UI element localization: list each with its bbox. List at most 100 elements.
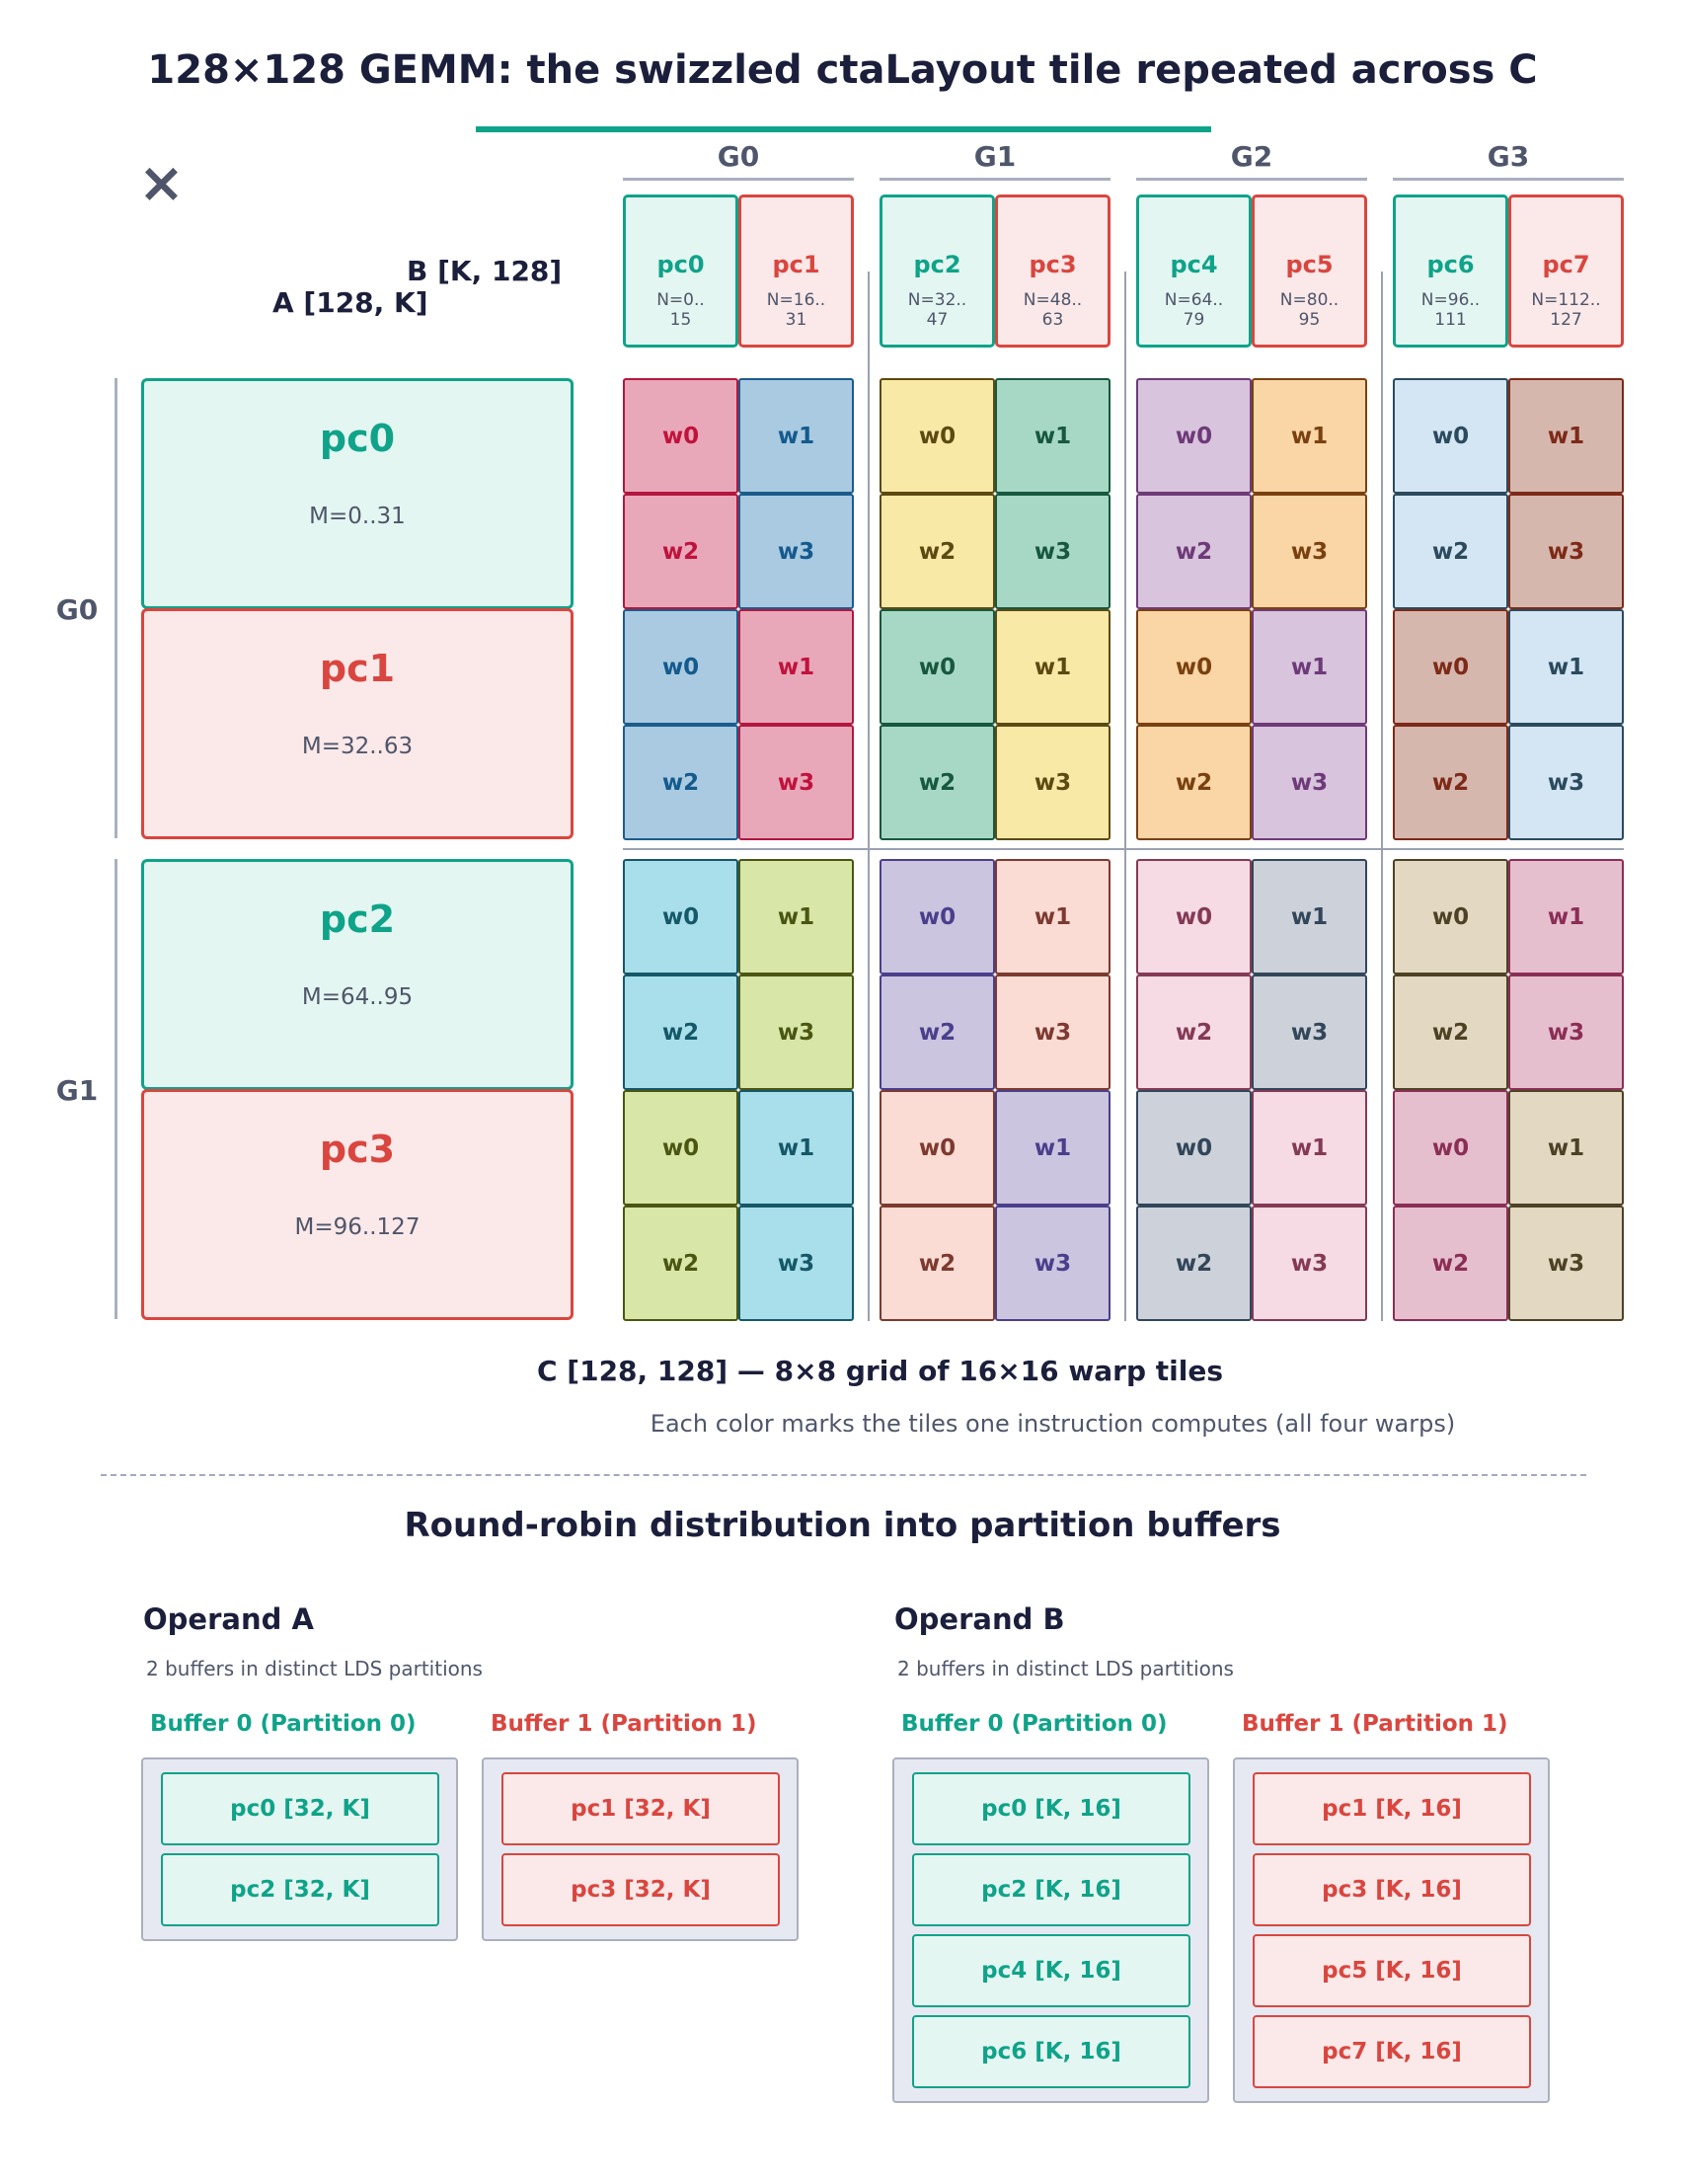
warp-tile: w2 xyxy=(880,725,995,840)
buffer-item: pc3 [32, K] xyxy=(501,1853,780,1926)
b-tile-range-end: 15 xyxy=(669,310,692,330)
warp-tile: w0 xyxy=(1136,859,1252,975)
warp-tile: w2 xyxy=(1393,975,1508,1090)
column-group-rule xyxy=(623,178,854,181)
buffer-item: pc3 [K, 16] xyxy=(1253,1853,1531,1926)
b-tile-range-start: N=0.. xyxy=(656,290,705,310)
multiply-icon: × xyxy=(138,151,185,215)
operand-subtitle: 2 buffers in distinct LDS partitions xyxy=(146,1657,483,1680)
row-group-rule xyxy=(115,378,117,838)
warp-tile: w3 xyxy=(1508,1206,1624,1321)
warp-tile: w0 xyxy=(623,378,738,494)
warp-tile: w2 xyxy=(1393,725,1508,840)
a-tile-range: M=0..31 xyxy=(309,504,406,529)
b-tile-range-end: 63 xyxy=(1041,310,1064,330)
a-tile-pc1: pc1 M=32..63 xyxy=(141,608,574,839)
c-matrix-caption: C [128, 128] — 8×8 grid of 16×16 warp ti… xyxy=(537,1355,1223,1387)
column-group-label: G1 xyxy=(973,140,1017,173)
a-tile-range: M=96..127 xyxy=(294,1214,421,1240)
warp-tile: w2 xyxy=(1136,1206,1252,1321)
warp-tile: w3 xyxy=(1252,725,1367,840)
warp-tile: w2 xyxy=(623,1206,738,1321)
warp-tile: w0 xyxy=(880,859,995,975)
warp-tile: w3 xyxy=(1508,725,1624,840)
section-divider xyxy=(101,1474,1586,1476)
warp-tile: w3 xyxy=(995,1206,1111,1321)
warp-tile: w1 xyxy=(1508,378,1624,494)
warp-tile: w0 xyxy=(623,859,738,975)
warp-tile: w0 xyxy=(1136,378,1252,494)
warp-tile: w1 xyxy=(995,859,1111,975)
a-tile-pc2: pc2 M=64..95 xyxy=(141,859,574,1090)
distribution-section-title: Round-robin distribution into partition … xyxy=(404,1506,1281,1545)
warp-tile: w2 xyxy=(1136,725,1252,840)
warp-tile: w3 xyxy=(995,494,1111,609)
b-tile-name: pc7 xyxy=(1542,251,1590,278)
warp-tile: w1 xyxy=(1508,1090,1624,1206)
b-tile-pc3: pc3 N=48.. 63 xyxy=(995,195,1111,348)
buffer-item: pc5 [K, 16] xyxy=(1253,1934,1531,2007)
warp-tile: w0 xyxy=(623,1090,738,1206)
warp-tile: w1 xyxy=(1508,609,1624,725)
buffer-item: pc1 [K, 16] xyxy=(1253,1772,1531,1845)
b-tile-name: pc6 xyxy=(1426,251,1475,278)
buffer-item: pc6 [K, 16] xyxy=(912,2015,1190,2088)
warp-tile: w1 xyxy=(738,1090,854,1206)
b-tile-pc4: pc4 N=64.. 79 xyxy=(1136,195,1252,348)
buffer-item: pc2 [K, 16] xyxy=(912,1853,1190,1926)
warp-tile: w2 xyxy=(880,1206,995,1321)
warp-tile: w2 xyxy=(623,725,738,840)
c-grid-column-separator xyxy=(1124,272,1126,1321)
buffer-item: pc2 [32, K] xyxy=(161,1853,439,1926)
warp-tile: w0 xyxy=(1393,1090,1508,1206)
warp-tile: w3 xyxy=(738,725,854,840)
warp-tile: w1 xyxy=(738,859,854,975)
warp-tile: w1 xyxy=(1252,609,1367,725)
a-tile-name: pc3 xyxy=(319,1128,396,1171)
a-tile-name: pc0 xyxy=(319,417,396,460)
warp-tile: w0 xyxy=(1393,378,1508,494)
column-group-label: G3 xyxy=(1487,140,1530,173)
b-tile-range-end: 111 xyxy=(1434,310,1467,330)
b-tile-pc7: pc7 N=112.. 127 xyxy=(1508,195,1624,348)
column-group-label: G2 xyxy=(1230,140,1273,173)
warp-tile: w2 xyxy=(623,975,738,1090)
warp-tile: w2 xyxy=(880,975,995,1090)
c-grid-column-separator xyxy=(1381,272,1383,1321)
a-matrix-label: A [128, K] xyxy=(272,286,428,319)
b-tile-pc5: pc5 N=80.. 95 xyxy=(1252,195,1367,348)
b-tile-range-start: N=80.. xyxy=(1279,290,1340,310)
row-group-label: G0 xyxy=(55,593,99,626)
column-group-rule xyxy=(1136,178,1367,181)
b-matrix-label: B [K, 128] xyxy=(407,255,563,287)
b-tile-name: pc0 xyxy=(656,251,705,278)
a-tile-pc3: pc3 M=96..127 xyxy=(141,1089,574,1320)
warp-tile: w1 xyxy=(995,378,1111,494)
buffer-label: Buffer 0 (Partition 0) xyxy=(150,1711,417,1737)
c-grid-column-separator xyxy=(868,272,870,1321)
warp-tile: w2 xyxy=(623,494,738,609)
diagram-title: 128×128 GEMM: the swizzled ctaLayout til… xyxy=(147,47,1538,93)
b-tile-name: pc2 xyxy=(913,251,961,278)
warp-tile: w1 xyxy=(738,378,854,494)
b-tile-range-end: 31 xyxy=(785,310,807,330)
a-tile-name: pc1 xyxy=(319,647,396,690)
buffer-item: pc4 [K, 16] xyxy=(912,1934,1190,2007)
b-tile-pc1: pc1 N=16.. 31 xyxy=(738,195,854,348)
warp-tile: w1 xyxy=(995,1090,1111,1206)
buffer-item: pc0 [K, 16] xyxy=(912,1772,1190,1845)
warp-tile: w0 xyxy=(1393,859,1508,975)
warp-tile: w3 xyxy=(995,725,1111,840)
b-tile-pc2: pc2 N=32.. 47 xyxy=(880,195,995,348)
warp-tile: w0 xyxy=(623,609,738,725)
b-tile-range-start: N=64.. xyxy=(1164,290,1224,310)
operand-title: Operand B xyxy=(894,1602,1065,1636)
buffer-item: pc1 [32, K] xyxy=(501,1772,780,1845)
warp-tile: w0 xyxy=(880,609,995,725)
warp-tile: w2 xyxy=(1136,975,1252,1090)
c-grid-row-separator xyxy=(623,848,1624,850)
buffer-item: pc0 [32, K] xyxy=(161,1772,439,1845)
warp-tile: w2 xyxy=(1393,494,1508,609)
warp-tile: w0 xyxy=(880,1090,995,1206)
warp-tile: w3 xyxy=(738,494,854,609)
